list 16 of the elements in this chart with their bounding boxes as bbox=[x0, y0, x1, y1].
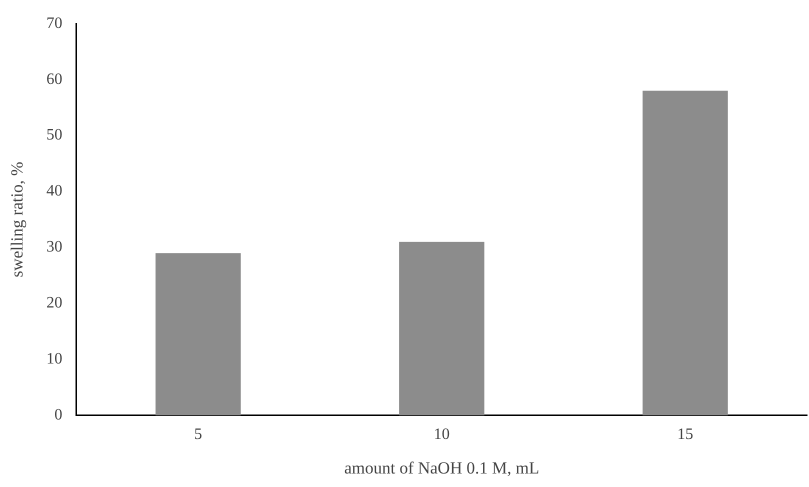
x-tick-label: 10 bbox=[434, 426, 450, 444]
y-tick-label: 70 bbox=[46, 14, 62, 32]
x-axis-title: amount of NaOH 0.1 M, mL bbox=[344, 458, 540, 478]
y-axis-title: swelling ratio, % bbox=[8, 162, 27, 278]
bar bbox=[156, 253, 241, 416]
bar bbox=[399, 242, 484, 416]
x-tick-label: 5 bbox=[194, 426, 202, 444]
y-tick-label: 30 bbox=[46, 238, 62, 256]
y-tick-label: 60 bbox=[46, 70, 62, 88]
y-tick-label: 0 bbox=[54, 406, 62, 424]
bar bbox=[642, 90, 728, 416]
y-tick-label: 50 bbox=[46, 126, 62, 144]
y-tick-label: 10 bbox=[46, 350, 62, 368]
y-tick-label: 20 bbox=[46, 294, 62, 312]
x-tick-label: 15 bbox=[677, 426, 694, 444]
y-tick-label: 40 bbox=[46, 182, 62, 200]
